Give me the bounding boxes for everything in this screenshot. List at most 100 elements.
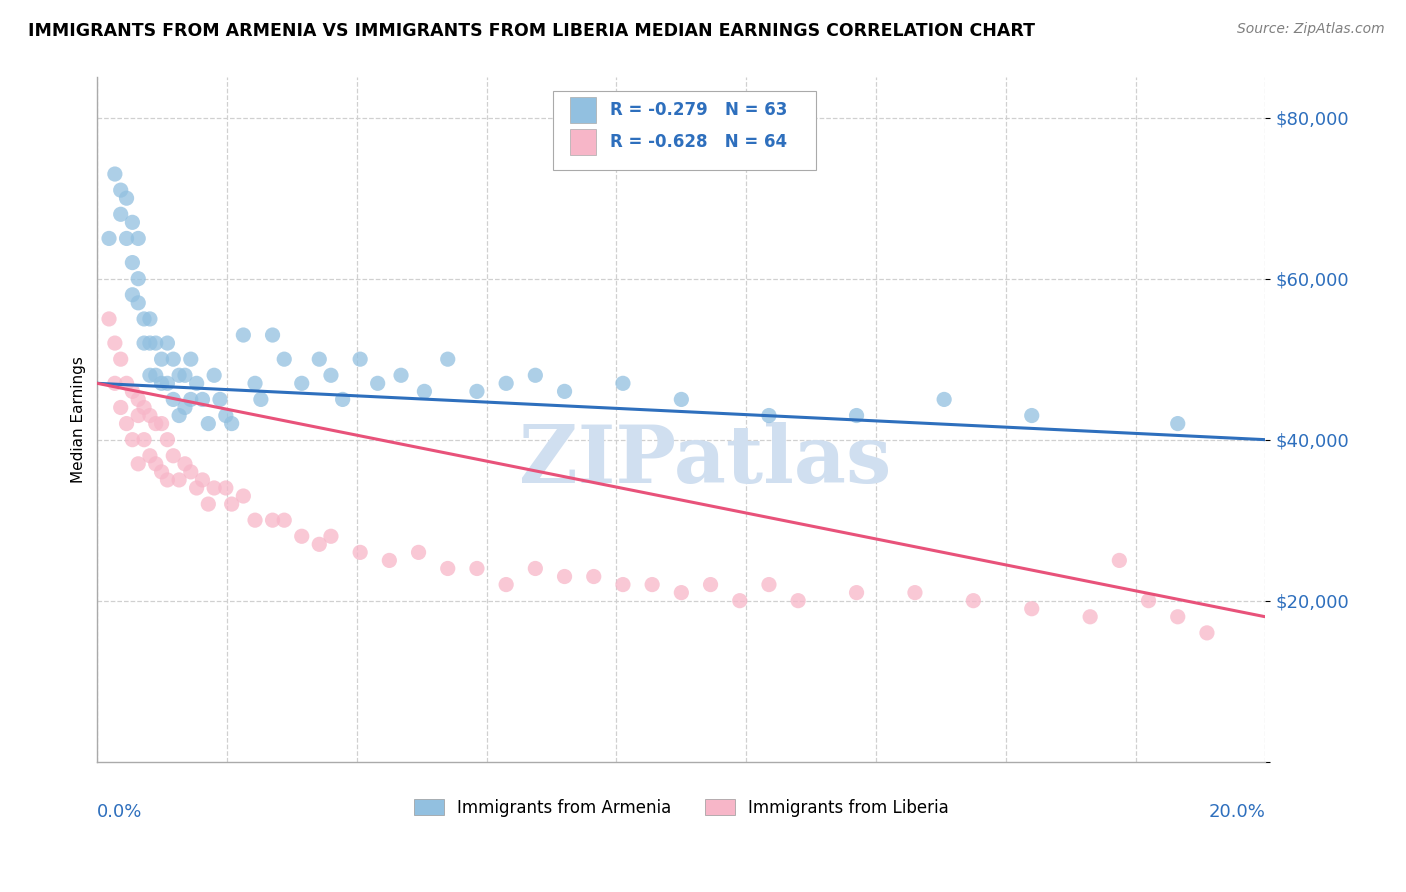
Point (139, 449, 162, 463)
Text: R = -0.279   N = 63: R = -0.279 N = 63 (610, 102, 787, 120)
Point (308, 352, 330, 367)
Text: R = -0.628   N = 64: R = -0.628 N = 64 (610, 133, 787, 151)
Point (367, 376, 389, 391)
Point (127, 271, 149, 285)
Point (150, 376, 173, 391)
Point (121, 215, 143, 229)
Point (197, 497, 219, 511)
Point (495, 577, 517, 591)
Point (110, 183, 132, 197)
Y-axis label: Median Earnings: Median Earnings (72, 356, 86, 483)
Point (524, 368, 547, 383)
Point (495, 376, 517, 391)
Point (197, 417, 219, 431)
Point (174, 401, 197, 415)
Point (132, 336, 155, 351)
Point (104, 376, 127, 391)
Point (221, 417, 243, 431)
Point (127, 409, 149, 423)
Point (180, 465, 202, 479)
Point (186, 376, 208, 391)
Point (232, 328, 254, 343)
Point (121, 384, 143, 399)
Point (156, 473, 179, 487)
Point (349, 352, 371, 367)
Point (127, 231, 149, 245)
Point (132, 312, 155, 326)
Point (127, 457, 149, 471)
Point (758, 577, 780, 591)
Point (150, 417, 173, 431)
Point (389, 368, 412, 383)
Point (250, 392, 273, 407)
Point (98, 312, 121, 326)
Point (221, 497, 243, 511)
Point (110, 401, 132, 415)
Point (145, 417, 167, 431)
Point (273, 513, 295, 527)
Bar (571, 128, 596, 154)
Point (162, 392, 184, 407)
Point (262, 513, 284, 527)
Point (232, 489, 254, 503)
Point (121, 433, 143, 447)
Point (156, 433, 179, 447)
Point (139, 312, 162, 326)
Point (215, 409, 238, 423)
Point (180, 352, 202, 367)
Text: 0.0%: 0.0% (97, 803, 143, 821)
Point (110, 207, 132, 221)
Point (699, 577, 721, 591)
Point (127, 392, 149, 407)
Point (641, 577, 664, 591)
Point (243, 513, 266, 527)
Point (349, 545, 371, 559)
Point (612, 577, 634, 591)
Point (132, 433, 155, 447)
Point (104, 167, 127, 181)
Point (845, 585, 868, 599)
Point (1021, 409, 1043, 423)
Point (243, 376, 266, 391)
Point (145, 368, 167, 383)
Point (291, 529, 314, 543)
Point (98, 231, 121, 245)
Point (139, 336, 162, 351)
Point (167, 473, 190, 487)
Point (115, 417, 138, 431)
Point (121, 255, 143, 269)
Point (167, 368, 190, 383)
Point (308, 537, 330, 551)
Point (1108, 553, 1130, 567)
Point (215, 481, 238, 495)
Point (186, 481, 208, 495)
Point (1167, 417, 1189, 431)
Point (465, 561, 488, 575)
Point (145, 457, 167, 471)
Point (115, 191, 138, 205)
Text: ZIPatlas: ZIPatlas (519, 422, 891, 500)
Point (262, 328, 284, 343)
Point (436, 561, 458, 575)
Point (208, 392, 231, 407)
Point (1167, 609, 1189, 624)
Point (174, 457, 197, 471)
Point (1021, 601, 1043, 615)
Text: 20.0%: 20.0% (1209, 803, 1265, 821)
Point (728, 593, 751, 607)
Point (758, 409, 780, 423)
Point (319, 529, 342, 543)
Point (156, 376, 179, 391)
Point (378, 553, 401, 567)
Point (115, 231, 138, 245)
Point (554, 569, 576, 583)
Point (150, 465, 173, 479)
Point (962, 593, 984, 607)
Point (671, 585, 693, 599)
Point (174, 368, 197, 383)
Point (150, 352, 173, 367)
Point (139, 409, 162, 423)
Point (115, 376, 138, 391)
Point (582, 569, 605, 583)
Point (612, 376, 634, 391)
